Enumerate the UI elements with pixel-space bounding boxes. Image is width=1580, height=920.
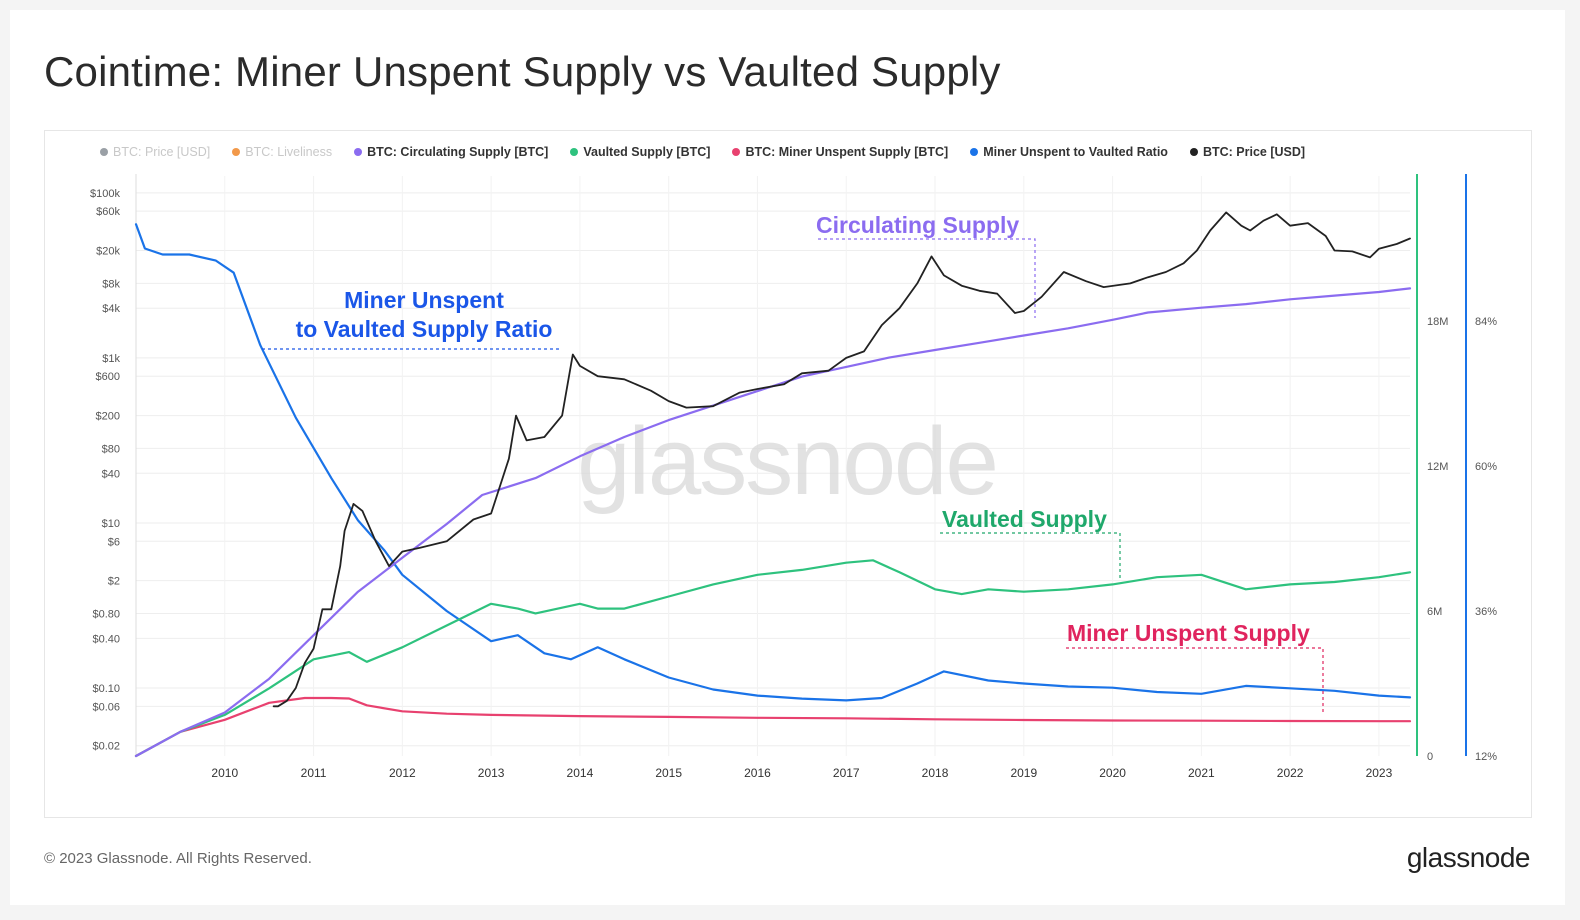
annotation-label: Vaulted Supply xyxy=(942,506,1107,532)
legend-item[interactable]: Vaulted Supply [BTC] xyxy=(570,145,710,159)
right-axis-ratio-ticks: 84% 60% 36% 12% xyxy=(1475,316,1497,763)
chart-frame xyxy=(44,130,1532,818)
left-tick-label: $0.10 xyxy=(92,683,120,695)
legend-dot-icon xyxy=(1189,148,1198,156)
legend-dot-icon xyxy=(732,148,741,156)
left-tick-label: $10 xyxy=(102,518,120,530)
left-tick-label: $8k xyxy=(102,278,120,290)
legend-item[interactable]: BTC: Miner Unspent Supply [BTC] xyxy=(732,145,948,159)
left-tick-label: $200 xyxy=(96,411,120,423)
ratio-tick-label: 12% xyxy=(1475,751,1497,763)
x-axis-ticks: 2010 2011 2012 2013 2014 2015 2016 2017 2018 2019… xyxy=(211,766,1392,780)
x-tick-label: 2018 xyxy=(922,766,949,780)
supply-tick-label: 18M xyxy=(1427,316,1448,328)
left-tick-label: $80 xyxy=(102,443,120,455)
legend-dot-icon xyxy=(570,148,579,156)
left-tick-label: $6 xyxy=(108,536,120,548)
supply-tick-label: 0 xyxy=(1427,751,1433,763)
x-tick-label: 2011 xyxy=(301,766,327,780)
x-tick-label: 2010 xyxy=(211,766,238,780)
legend-dot-icon xyxy=(970,148,979,156)
footer-copyright: © 2023 Glassnode. All Rights Reserved. xyxy=(44,850,312,867)
legend-label: Vaulted Supply [BTC] xyxy=(583,145,711,159)
x-tick-label: 2013 xyxy=(478,766,505,780)
x-tick-label: 2023 xyxy=(1366,766,1393,780)
page-title: Cointime: Miner Unspent Supply vs Vaulte… xyxy=(44,48,1001,95)
series-line-3 xyxy=(134,223,1412,702)
ratio-tick-label: 60% xyxy=(1475,461,1497,473)
left-tick-label: $2 xyxy=(108,576,120,588)
legend-label: Miner Unspent to Vaulted Ratio xyxy=(983,145,1168,159)
left-tick-label: $600 xyxy=(96,371,120,383)
x-tick-label: 2020 xyxy=(1099,766,1126,780)
left-tick-label: $0.02 xyxy=(92,741,120,753)
supply-tick-label: 6M xyxy=(1427,606,1442,618)
x-tick-label: 2019 xyxy=(1010,766,1037,780)
legend-item[interactable]: BTC: Price [USD] xyxy=(100,145,210,159)
annotation-leader xyxy=(940,532,1121,580)
legend-label: BTC: Liveliness xyxy=(245,145,333,159)
legend-label: BTC: Price [USD] xyxy=(1202,145,1306,159)
series-line-1 xyxy=(134,559,1412,758)
annotation-label: to Vaulted Supply Ratio xyxy=(296,316,553,342)
left-tick-label: $20k xyxy=(96,246,120,258)
x-tick-label: 2014 xyxy=(567,766,594,780)
annotation-label: Circulating Supply xyxy=(816,212,1019,238)
left-tick-label: $60k xyxy=(96,206,120,218)
legend-label: BTC: Price [USD] xyxy=(113,145,211,159)
series-line-4 xyxy=(272,211,1411,708)
annotation-leader xyxy=(818,238,1036,318)
legend-dot-icon xyxy=(100,148,108,156)
annotation-label: Miner Unspent xyxy=(344,287,504,313)
legend-item[interactable]: BTC: Liveliness xyxy=(232,145,332,159)
x-tick-label: 2016 xyxy=(744,766,771,780)
legend-item[interactable]: Miner Unspent to Vaulted Ratio xyxy=(970,145,1168,159)
left-tick-label: $1k xyxy=(102,353,120,365)
legend-label: BTC: Circulating Supply [BTC] xyxy=(367,145,549,159)
left-tick-label: $0.80 xyxy=(92,608,120,620)
x-tick-label: 2012 xyxy=(389,766,416,780)
left-tick-label: $0.40 xyxy=(92,633,120,645)
chart-legend: BTC: Price [USD] BTC: Liveliness BTC: Circ… xyxy=(100,143,1305,161)
legend-item[interactable]: BTC: Price [USD] xyxy=(1189,145,1306,159)
x-tick-label: 2021 xyxy=(1188,766,1215,780)
footer-logo: glassnode xyxy=(1406,842,1531,873)
left-tick-label: $40 xyxy=(102,468,120,480)
ratio-tick-label: 36% xyxy=(1475,606,1497,618)
left-tick-label: $4k xyxy=(102,303,120,315)
left-tick-label: $100k xyxy=(90,188,120,200)
annotation-leader xyxy=(1066,647,1324,713)
legend-item[interactable]: BTC: Circulating Supply [BTC] xyxy=(354,145,548,159)
series-layer xyxy=(134,211,1412,758)
x-tick-label: 2022 xyxy=(1277,766,1304,780)
annotation-label: Miner Unspent Supply xyxy=(1067,620,1310,646)
annotations-layer: Circulating Supply Miner Unspent to Vaulte… xyxy=(262,212,1324,713)
grid-lines xyxy=(135,174,1410,756)
x-tick-label: 2017 xyxy=(833,766,860,780)
x-tick-label: 2015 xyxy=(655,766,682,780)
legend-dot-icon xyxy=(354,148,363,156)
right-axis-supply-ticks: 18M 12M 6M 0 xyxy=(1427,316,1448,763)
supply-tick-label: 12M xyxy=(1427,461,1448,473)
legend-dot-icon xyxy=(232,148,241,156)
ratio-tick-label: 84% xyxy=(1475,316,1497,328)
legend-label: BTC: Miner Unspent Supply [BTC] xyxy=(745,145,949,159)
left-tick-label: $0.06 xyxy=(92,701,120,713)
left-axis-ticks: $100k $60k $20k $8k $4k $1k $600 $200 $80 $40 $10 $… xyxy=(90,188,120,753)
series-line-0 xyxy=(134,287,1412,758)
watermark-text: glassnode xyxy=(577,408,997,515)
